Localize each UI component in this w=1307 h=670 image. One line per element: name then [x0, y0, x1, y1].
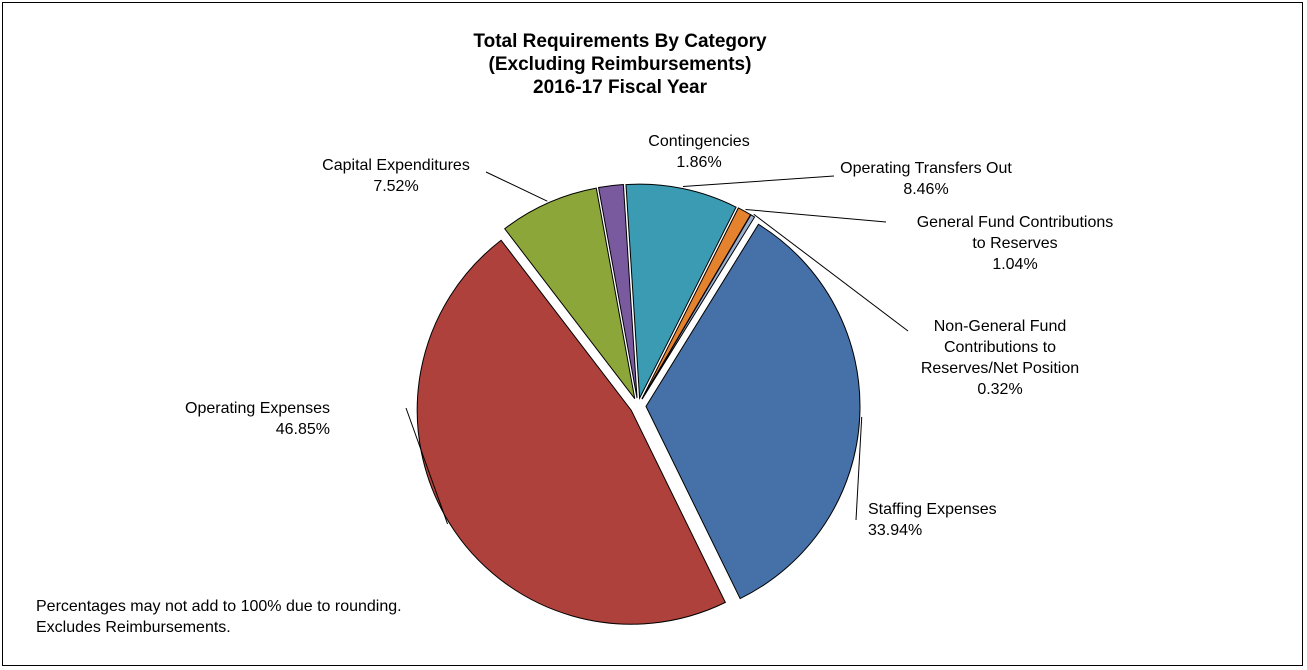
slice-label-line-staffing-expenses: Staffing Expenses: [868, 501, 997, 518]
slice-label-line-non-general-fund-contributions-to-reserves-net-position: Contributions to: [944, 339, 1056, 356]
footnote: Percentages may not add to 100% due to r…: [36, 596, 402, 638]
slice-percent-operating-expenses: 46.85%: [276, 421, 330, 438]
pie-slice-operating-transfers-out: [625, 183, 737, 401]
slice-percent-general-fund-contributions-to-reserves: 1.04%: [992, 256, 1037, 273]
leader-line-operating-transfers-out: [682, 175, 835, 188]
slice-label-operating-expenses: Operating Expenses 46.85%: [185, 400, 330, 438]
pie-slice-operating-expenses: [416, 239, 727, 625]
slice-label-non-general-fund-contributions-to-reserves-net-position: Non-General Fund Contributions to Reserves…: [921, 318, 1079, 398]
slice-label-contingencies: Contingencies 1.86%: [648, 133, 749, 171]
slice-label-line-general-fund-contributions-to-reserves: to Reserves: [972, 235, 1057, 252]
slice-label-general-fund-contributions-to-reserves: General Fund Contributions to Reserves 1.0…: [917, 214, 1114, 273]
leader-line-general-fund-contributions-to-reserves: [745, 208, 887, 223]
slice-percent-capital-expenditures: 7.52%: [373, 178, 418, 195]
slice-label-capital-expenditures: Capital Expenditures 7.52%: [322, 157, 470, 195]
chart-title: Total Requirements By Category (Excludin…: [360, 30, 880, 99]
pie-slice-contingencies: [597, 183, 638, 399]
footnote-reimbursements: Excludes Reimbursements.: [36, 619, 231, 636]
slice-percent-operating-transfers-out: 8.46%: [903, 181, 948, 198]
pie-slice-non-general-fund-contributions-to-reserves-net-position: [641, 214, 756, 400]
chart-title-line-1: Total Requirements By Category: [473, 31, 767, 52]
slice-label-line-non-general-fund-contributions-to-reserves-net-position: Non-General Fund: [934, 318, 1067, 335]
slice-label-line-operating-expenses: Operating Expenses: [185, 400, 330, 417]
slice-label-staffing-expenses: Staffing Expenses 33.94%: [868, 501, 997, 539]
slice-percent-staffing-expenses: 33.94%: [868, 522, 922, 539]
pie-slice-staffing-expenses: [645, 223, 861, 600]
slice-label-line-general-fund-contributions-to-reserves: General Fund Contributions: [917, 214, 1114, 231]
footnote-rounding: Percentages may not add to 100% due to r…: [36, 598, 402, 615]
chart-title-line-3: 2016-17 Fiscal Year: [533, 77, 707, 98]
leader-line-capital-expenditures: [485, 171, 548, 202]
leader-line-non-general-fund-contributions-to-reserves-net-position: [753, 213, 909, 332]
pie-slice-capital-expenditures: [504, 187, 636, 399]
slice-percent-non-general-fund-contributions-to-reserves-net-position: 0.32%: [977, 381, 1022, 398]
slice-label-line-operating-transfers-out: Operating Transfers Out: [840, 160, 1012, 177]
chart-title-line-2: (Excluding Reimbursements): [488, 54, 752, 75]
slice-label-line-capital-expenditures: Capital Expenditures: [322, 157, 470, 174]
slice-label-line-contingencies: Contingencies: [648, 133, 749, 150]
leader-line-operating-expenses: [405, 407, 449, 525]
slice-label-operating-transfers-out: Operating Transfers Out 8.46%: [840, 160, 1012, 198]
slice-percent-contingencies: 1.86%: [676, 154, 721, 171]
leader-line-staffing-expenses: [855, 416, 863, 521]
slice-label-line-non-general-fund-contributions-to-reserves-net-position: Reserves/Net Position: [921, 360, 1079, 377]
